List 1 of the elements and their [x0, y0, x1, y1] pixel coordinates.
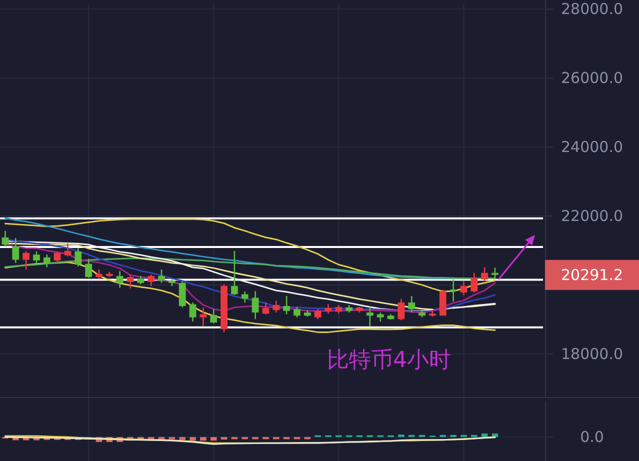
- annotation: 比特币4小时: [327, 348, 451, 373]
